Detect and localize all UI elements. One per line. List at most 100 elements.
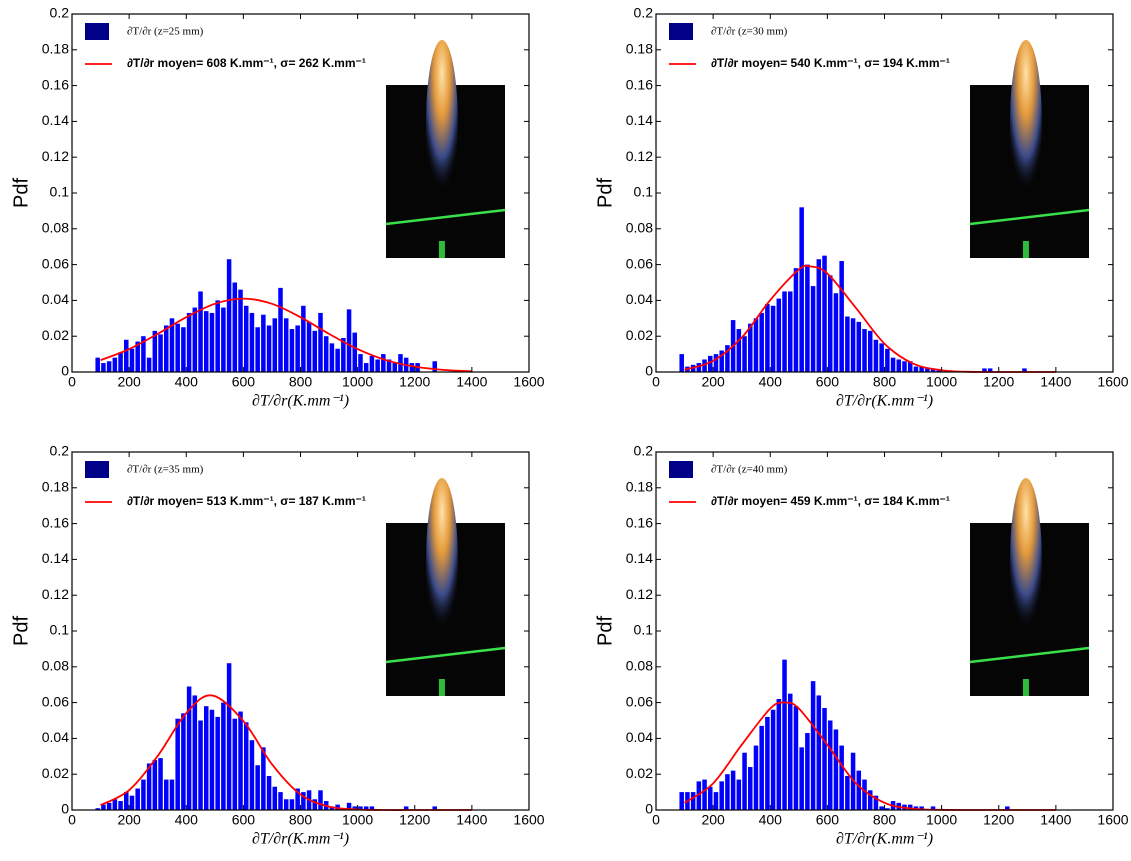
x-tick-label: 800 <box>873 374 897 390</box>
bar <box>335 348 340 372</box>
bar <box>759 725 764 810</box>
bar <box>164 779 169 810</box>
y-tick-label: 0.2 <box>634 5 654 21</box>
bar <box>833 293 839 372</box>
bar <box>346 309 352 372</box>
y-tick-label: 0.14 <box>626 112 653 128</box>
bar <box>708 786 713 810</box>
bar <box>346 802 352 810</box>
legend-label: ∂T/∂r moyen= 513 K.mm⁻¹, σ= 187 K.mm⁻¹ <box>127 494 366 508</box>
bar <box>827 720 833 810</box>
bar <box>936 370 942 372</box>
x-tick-label: 1000 <box>342 812 373 828</box>
bar <box>209 709 215 810</box>
bar <box>816 259 822 372</box>
bar <box>112 357 118 372</box>
bar <box>919 366 924 372</box>
bar <box>249 740 255 810</box>
bar <box>856 321 862 372</box>
bar <box>289 329 295 372</box>
bar <box>679 792 684 810</box>
bar <box>272 786 278 810</box>
bar <box>101 804 106 810</box>
bar <box>822 255 827 372</box>
legend-swatch <box>85 23 109 40</box>
y-axis-label: Pdf <box>10 178 32 208</box>
bar <box>169 779 175 810</box>
bar <box>833 729 839 810</box>
y-tick-label: 0.2 <box>50 443 70 459</box>
bar <box>696 363 702 372</box>
bar <box>799 207 804 372</box>
bar <box>203 706 209 810</box>
bar <box>266 325 272 372</box>
bar <box>175 323 180 372</box>
x-tick-label: 600 <box>232 812 256 828</box>
bar <box>158 758 163 810</box>
bar <box>312 799 318 810</box>
bar <box>363 363 369 372</box>
bar <box>295 325 300 372</box>
bar <box>358 354 363 372</box>
bar <box>243 305 249 372</box>
bar <box>232 718 238 810</box>
x-tick-label: 1000 <box>342 374 373 390</box>
flame <box>1009 40 1042 210</box>
bar <box>873 795 879 810</box>
x-tick-label: 400 <box>175 812 199 828</box>
bar <box>312 330 318 372</box>
subplot: 0 200 400 600 800 1000 1200 1400 1600 0 0.02 0.04 0.… <box>594 443 1128 848</box>
y-tick-label: 0.08 <box>626 658 653 674</box>
x-tick-label: 800 <box>289 812 313 828</box>
subplot: 0 200 400 600 800 1000 1200 1400 1600 0 0.02 0.04 0.… <box>10 5 544 410</box>
x-tick-label: 1400 <box>1040 374 1071 390</box>
bar <box>765 716 770 810</box>
bar <box>329 806 335 810</box>
bar <box>375 359 380 372</box>
bar <box>249 312 255 372</box>
bar <box>301 305 306 372</box>
x-tick-label: 600 <box>816 374 840 390</box>
y-tick-label: 0.14 <box>42 550 69 566</box>
y-tick-label: 0.1 <box>50 622 70 638</box>
bar <box>713 354 719 372</box>
bar <box>341 337 346 372</box>
bar <box>1022 368 1027 372</box>
y-axis-label: Pdf <box>594 616 616 646</box>
y-tick-label: 0.06 <box>626 693 653 709</box>
bar <box>106 361 112 372</box>
bar <box>186 312 192 372</box>
y-tick-label: 0 <box>645 801 653 817</box>
y-tick-label: 0.02 <box>626 327 653 343</box>
y-tick-label: 0.16 <box>42 514 69 530</box>
y-tick-label: 0.18 <box>626 41 653 57</box>
y-tick-label: 0.12 <box>42 148 69 164</box>
bar <box>736 779 742 810</box>
bar <box>392 363 398 372</box>
bar <box>169 318 175 372</box>
bar <box>822 707 827 810</box>
x-tick-label: 1600 <box>1097 812 1128 828</box>
bar <box>742 336 747 372</box>
bar <box>432 806 437 810</box>
bar <box>879 806 884 810</box>
bar <box>793 706 799 810</box>
bar <box>776 298 782 372</box>
bar <box>409 363 415 372</box>
y-tick-label: 0.1 <box>634 184 654 200</box>
legend-label: ∂T/∂r (z=40 mm) <box>711 464 788 476</box>
fit-curve <box>100 297 472 373</box>
bar <box>845 775 850 810</box>
x-tick-label: 600 <box>232 374 256 390</box>
subplot: 0 200 400 600 800 1000 1200 1400 1600 0 0.02 0.04 0.… <box>594 5 1128 410</box>
x-tick-label: 200 <box>117 374 141 390</box>
y-tick-label: 0.2 <box>634 443 654 459</box>
bar <box>141 779 146 810</box>
bar <box>1005 806 1010 810</box>
x-tick-label: 1600 <box>1097 374 1128 390</box>
bar <box>839 745 844 810</box>
bar <box>765 303 770 372</box>
bar <box>679 354 684 372</box>
y-tick-label: 0.12 <box>42 586 69 602</box>
bar <box>713 792 719 810</box>
